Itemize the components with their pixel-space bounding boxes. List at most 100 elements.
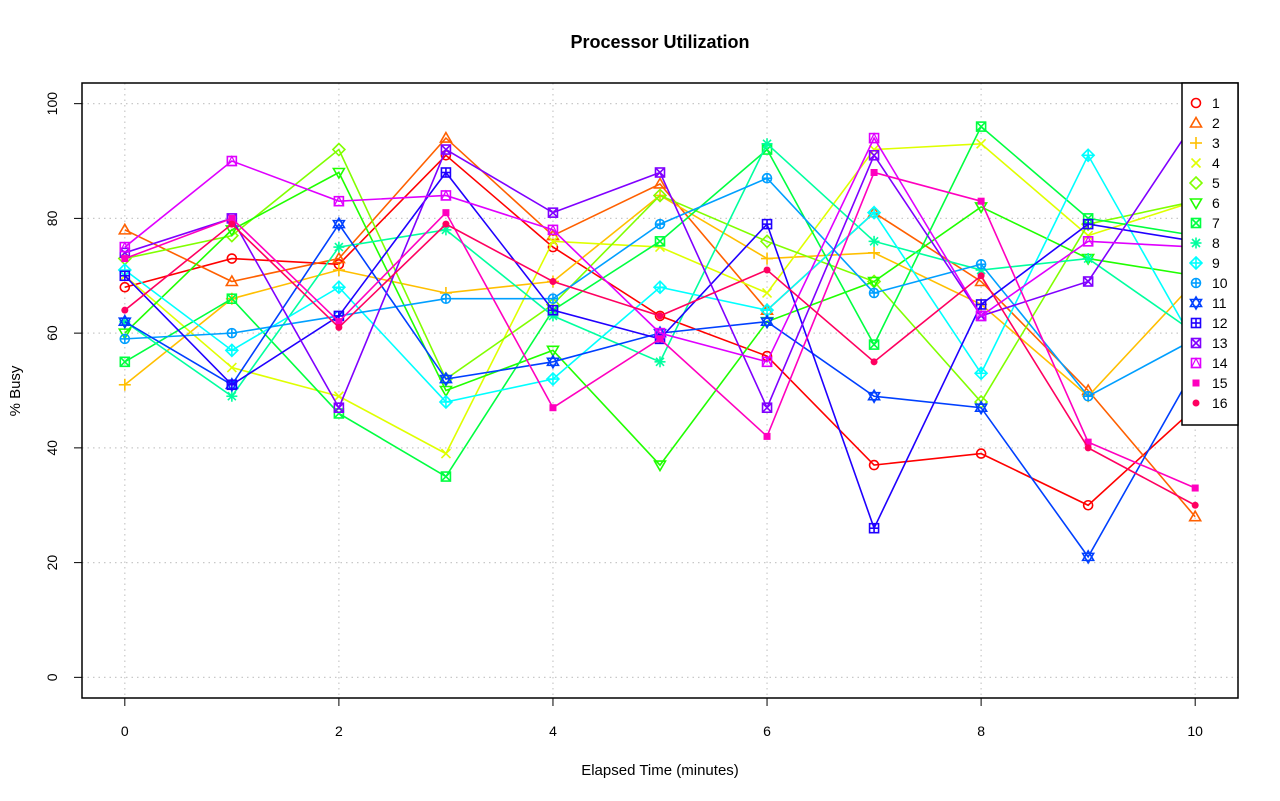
data-point-marker <box>1190 237 1202 249</box>
data-point-marker <box>547 293 559 305</box>
marker-shape <box>228 214 236 222</box>
marker-stroke <box>441 225 451 235</box>
data-point-marker <box>868 132 880 144</box>
data-point-marker <box>332 251 346 264</box>
series-2 <box>117 130 1203 522</box>
data-point-marker <box>1082 218 1094 230</box>
series-16 <box>121 220 1199 509</box>
data-point-marker <box>439 371 453 387</box>
marker-shape <box>117 317 132 330</box>
marker-shape <box>654 310 666 322</box>
data-point-marker <box>1188 509 1203 522</box>
y-tick-label: 0 <box>44 673 60 681</box>
data-point-marker <box>866 205 882 220</box>
marker-shape <box>760 317 774 330</box>
series-line-5 <box>124 148 1196 404</box>
marker-shape <box>332 216 346 229</box>
data-point-marker <box>547 224 559 236</box>
data-point-marker <box>333 402 345 414</box>
data-point-marker <box>226 379 238 391</box>
data-point-marker <box>763 432 771 440</box>
marker-shape <box>974 400 988 413</box>
data-point-marker <box>654 356 666 368</box>
marker-shape <box>759 234 775 249</box>
data-point-marker <box>1191 501 1199 509</box>
data-point-marker <box>656 312 664 320</box>
data-point-marker <box>870 358 878 366</box>
legend-label: 11 <box>1212 295 1227 311</box>
data-point-marker <box>224 343 239 358</box>
marker-shape <box>546 345 560 358</box>
marker-stroke <box>976 138 987 149</box>
legend-item: 16 <box>1192 395 1228 411</box>
legend-label: 16 <box>1212 395 1228 411</box>
marker-stroke <box>440 471 451 482</box>
data-point-marker <box>331 280 347 295</box>
marker-shape <box>1084 444 1092 452</box>
marker-stroke <box>226 362 237 373</box>
data-point-marker <box>335 323 343 331</box>
legend-item: 11 <box>1189 295 1227 311</box>
data-point-marker <box>763 266 771 274</box>
y-tick-label: 80 <box>44 210 60 226</box>
legend-label: 9 <box>1212 255 1220 271</box>
data-point-marker <box>119 270 131 282</box>
marker-shape <box>1082 235 1094 247</box>
data-point-marker <box>976 138 987 149</box>
data-point-marker <box>1189 198 1203 211</box>
data-point-marker <box>545 371 561 387</box>
legend-label: 7 <box>1212 215 1220 231</box>
marker-stroke <box>1191 238 1201 248</box>
marker-shape <box>974 403 988 416</box>
data-point-marker <box>1190 217 1202 229</box>
data-point-marker <box>1190 137 1202 149</box>
marker-shape <box>868 132 880 144</box>
marker-shape <box>117 314 132 326</box>
data-point-marker <box>652 280 668 295</box>
data-point-marker <box>868 246 881 259</box>
data-point-marker <box>1082 276 1094 287</box>
x-tick-label: 0 <box>121 723 129 739</box>
marker-shape <box>121 306 129 314</box>
data-point-marker <box>226 362 237 373</box>
legend-label: 2 <box>1212 115 1220 131</box>
marker-stroke <box>869 339 880 350</box>
data-point-marker <box>442 220 450 228</box>
marker-stroke <box>548 311 558 321</box>
data-point-marker <box>547 207 559 218</box>
data-point-marker <box>1190 97 1202 109</box>
marker-shape <box>654 167 666 178</box>
data-point-marker <box>761 355 773 368</box>
data-point-marker <box>1190 157 1202 169</box>
series-line-2 <box>124 136 1196 518</box>
marker-shape <box>653 460 667 473</box>
marker-shape <box>1190 97 1202 109</box>
marker-stroke <box>119 356 130 367</box>
legend-label: 14 <box>1212 355 1228 371</box>
marker-stroke <box>869 236 879 246</box>
marker-shape <box>331 142 347 157</box>
legend-item: 7 <box>1190 215 1220 231</box>
marker-shape <box>761 402 773 414</box>
data-point-marker <box>868 339 880 350</box>
data-point-marker <box>226 390 238 402</box>
marker-shape <box>1191 501 1199 509</box>
data-point-marker <box>868 459 880 471</box>
data-point-marker <box>547 304 559 316</box>
data-point-marker <box>226 293 238 305</box>
data-point-marker <box>1082 235 1094 247</box>
marker-stroke <box>547 236 559 247</box>
data-point-marker <box>119 333 131 345</box>
marker-shape <box>224 274 239 287</box>
marker-shape <box>652 188 668 203</box>
data-point-marker <box>867 276 881 289</box>
marker-shape <box>549 277 557 285</box>
marker-stroke <box>1083 253 1093 264</box>
data-point-marker <box>1188 175 1204 191</box>
marker-shape <box>656 335 664 343</box>
marker-shape <box>119 281 131 293</box>
data-point-marker <box>761 252 774 265</box>
marker-shape <box>1190 337 1202 349</box>
data-point-marker <box>1190 317 1202 329</box>
